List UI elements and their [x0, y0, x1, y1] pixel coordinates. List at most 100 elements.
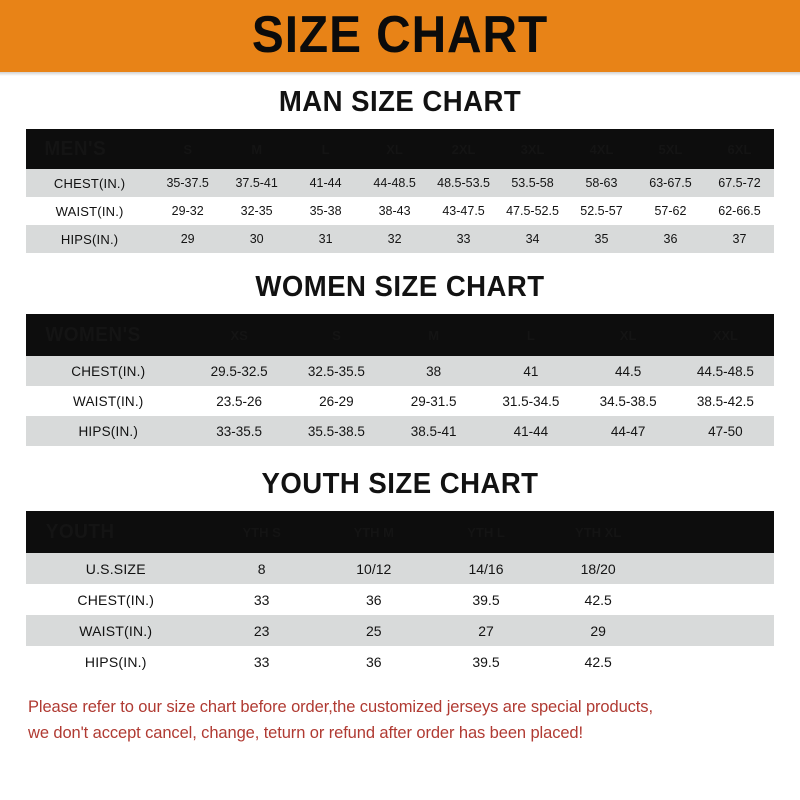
man-measurement-value: 43-47.5 — [442, 204, 485, 218]
order-policy-note-line-2: we don't accept cancel, change, teturn o… — [28, 723, 583, 742]
man-measurement-value: 58-63 — [585, 176, 618, 190]
youth-measurement-value: 8 — [257, 560, 266, 577]
man-measurement-value: 37 — [732, 232, 747, 246]
women-size-header-l: L — [526, 327, 535, 343]
women-row-label-header: WOMEN'S — [45, 323, 141, 346]
table-row: HIPS(IN.) 33 36 39.5 42.5 — [26, 646, 774, 677]
youth-measurement-value: 23 — [253, 622, 270, 639]
man-table-body: CHEST(IN.) 35-37.5 37.5-41 41-44 44-48.5 48.5… — [26, 169, 774, 253]
table-row: U.S.SIZE 8 10/12 14/16 18/20 — [26, 553, 774, 584]
man-size-header-m: M — [251, 141, 263, 157]
man-measurement-value: 48.5-53.5 — [437, 176, 490, 190]
man-measurement-value: 52.5-57 — [580, 204, 623, 218]
women-size-section: WOMEN SIZE CHART WOMEN'S XS S M L XL XXL CHES… — [0, 271, 800, 446]
youth-table-header-row: YOUTH YTH S YTH M YTH L YTH XL — [26, 511, 774, 553]
man-size-header-2xl: 2XL — [451, 141, 476, 157]
youth-row-spacer — [654, 553, 774, 584]
youth-measurement-value: 33 — [253, 653, 270, 670]
women-size-header-xs: XS — [230, 327, 248, 343]
man-measurement-value: 38-43 — [378, 204, 411, 218]
man-measurement-value: 35-38 — [309, 204, 342, 218]
women-measurement-value: 29.5-32.5 — [210, 363, 268, 379]
man-measurement-value: 34 — [525, 232, 540, 246]
man-measurement-value: 32-35 — [240, 204, 273, 218]
women-measurement-value: 33-35.5 — [216, 423, 263, 439]
women-size-table: WOMEN'S XS S M L XL XXL CHEST(IN.) 29.5-32.5 32… — [26, 314, 774, 446]
youth-measurement-value: 42.5 — [584, 591, 612, 608]
table-row: CHEST(IN.) 29.5-32.5 32.5-35.5 38 41 44.5 44.5… — [26, 356, 774, 386]
youth-measurement-value: 33 — [253, 591, 270, 608]
women-measurement-value: 26-29 — [319, 393, 354, 409]
man-measurement-value: 32 — [387, 232, 402, 246]
youth-measurement-value: 25 — [366, 622, 382, 639]
man-measurement-value: 36 — [663, 232, 678, 246]
order-policy-note: Please refer to our size chart before or… — [28, 695, 776, 746]
women-measurement-value: 38 — [426, 363, 442, 379]
table-row: WAIST(IN.) 23.5-26 26-29 29-31.5 31.5-34.5 34… — [26, 386, 774, 416]
women-measurement-value: 44.5-48.5 — [696, 363, 754, 379]
women-measurement-label: CHEST(IN.) — [71, 363, 146, 379]
women-measurement-value: 41-44 — [513, 423, 549, 439]
youth-size-header-yth-m: YTH M — [353, 524, 395, 540]
youth-header-spacer — [654, 511, 774, 553]
table-row: CHEST(IN.) 33 36 39.5 42.5 — [26, 584, 774, 615]
page-banner: SIZE CHART — [0, 0, 800, 76]
youth-measurement-label: CHEST(IN.) — [77, 591, 155, 608]
youth-row-spacer — [654, 646, 774, 677]
man-measurement-label: WAIST(IN.) — [55, 203, 124, 219]
man-table-header-row: MEN'S S M L XL 2XL 3XL 4XL 5XL 6XL — [26, 129, 774, 169]
man-measurement-value: 35-37.5 — [166, 176, 209, 190]
banner-shadow — [0, 72, 800, 76]
women-measurement-value: 41 — [523, 363, 539, 379]
women-size-header-s: S — [332, 327, 341, 343]
man-measurement-value: 53.5-58 — [511, 176, 554, 190]
table-row: WAIST(IN.) 29-32 32-35 35-38 38-43 43-47.5 47.… — [26, 197, 774, 225]
women-measurement-value: 34.5-38.5 — [599, 393, 657, 409]
women-size-header-xxl: XXL — [712, 327, 738, 343]
youth-size-header-yth-s: YTH S — [242, 524, 281, 540]
women-measurement-value: 29-31.5 — [410, 393, 457, 409]
women-measurement-value: 38.5-42.5 — [696, 393, 754, 409]
man-measurement-value: 41-44 — [309, 176, 342, 190]
man-measurement-value: 33 — [456, 232, 471, 246]
man-measurement-value: 44-48.5 — [373, 176, 416, 190]
women-measurement-value: 44-47 — [610, 423, 646, 439]
man-row-label-header: MEN'S — [44, 137, 107, 160]
man-measurement-value: 63-67.5 — [649, 176, 692, 190]
table-row: HIPS(IN.) 29 30 31 32 33 34 35 36 37 — [26, 225, 774, 253]
women-measurement-label: HIPS(IN.) — [78, 423, 139, 439]
youth-measurement-value: 42.5 — [584, 653, 612, 670]
women-measurement-value: 23.5-26 — [216, 393, 263, 409]
man-measurement-value: 29 — [180, 232, 195, 246]
youth-measurement-label: WAIST(IN.) — [79, 622, 153, 639]
women-section-title: WOMEN SIZE CHART — [255, 271, 545, 303]
man-section-title: MAN SIZE CHART — [278, 86, 522, 118]
women-size-header-xl: XL — [619, 327, 637, 343]
man-size-table: MEN'S S M L XL 2XL 3XL 4XL 5XL 6XL CHEST(IN.) 35-… — [26, 129, 774, 253]
man-size-header-l: L — [321, 141, 330, 157]
man-size-header-5xl: 5XL — [658, 141, 683, 157]
women-measurement-value: 32.5-35.5 — [307, 363, 365, 379]
women-measurement-label: WAIST(IN.) — [73, 393, 144, 409]
youth-measurement-value: 18/20 — [580, 560, 616, 577]
man-size-header-xl: XL — [386, 141, 403, 157]
youth-table-body: U.S.SIZE 8 10/12 14/16 18/20 CHEST(IN.) 33 36 39… — [26, 553, 774, 677]
man-measurement-label: HIPS(IN.) — [60, 231, 119, 247]
youth-measurement-value: 29 — [590, 622, 606, 639]
man-size-section: MAN SIZE CHART MEN'S S M L XL 2XL 3XL 4XL 5XL 6X… — [0, 86, 800, 253]
women-table-header-row: WOMEN'S XS S M L XL XXL — [26, 314, 774, 356]
table-row: HIPS(IN.) 33-35.5 35.5-38.5 38.5-41 41-44 44-… — [26, 416, 774, 446]
table-row: WAIST(IN.) 23 25 27 29 — [26, 615, 774, 646]
youth-measurement-label: HIPS(IN.) — [84, 653, 147, 670]
youth-row-label-header: YOUTH — [45, 520, 115, 543]
man-size-header-4xl: 4XL — [589, 141, 614, 157]
youth-row-spacer — [654, 584, 774, 615]
man-measurement-value: 35 — [594, 232, 609, 246]
man-measurement-value: 62-66.5 — [718, 204, 761, 218]
women-measurement-value: 44.5 — [614, 363, 642, 379]
women-table-body: CHEST(IN.) 29.5-32.5 32.5-35.5 38 41 44.5 44.5… — [26, 356, 774, 446]
youth-row-spacer — [654, 615, 774, 646]
man-size-header-s: S — [183, 141, 192, 157]
women-measurement-value: 35.5-38.5 — [307, 423, 365, 439]
youth-section-title: YOUTH SIZE CHART — [261, 468, 539, 500]
